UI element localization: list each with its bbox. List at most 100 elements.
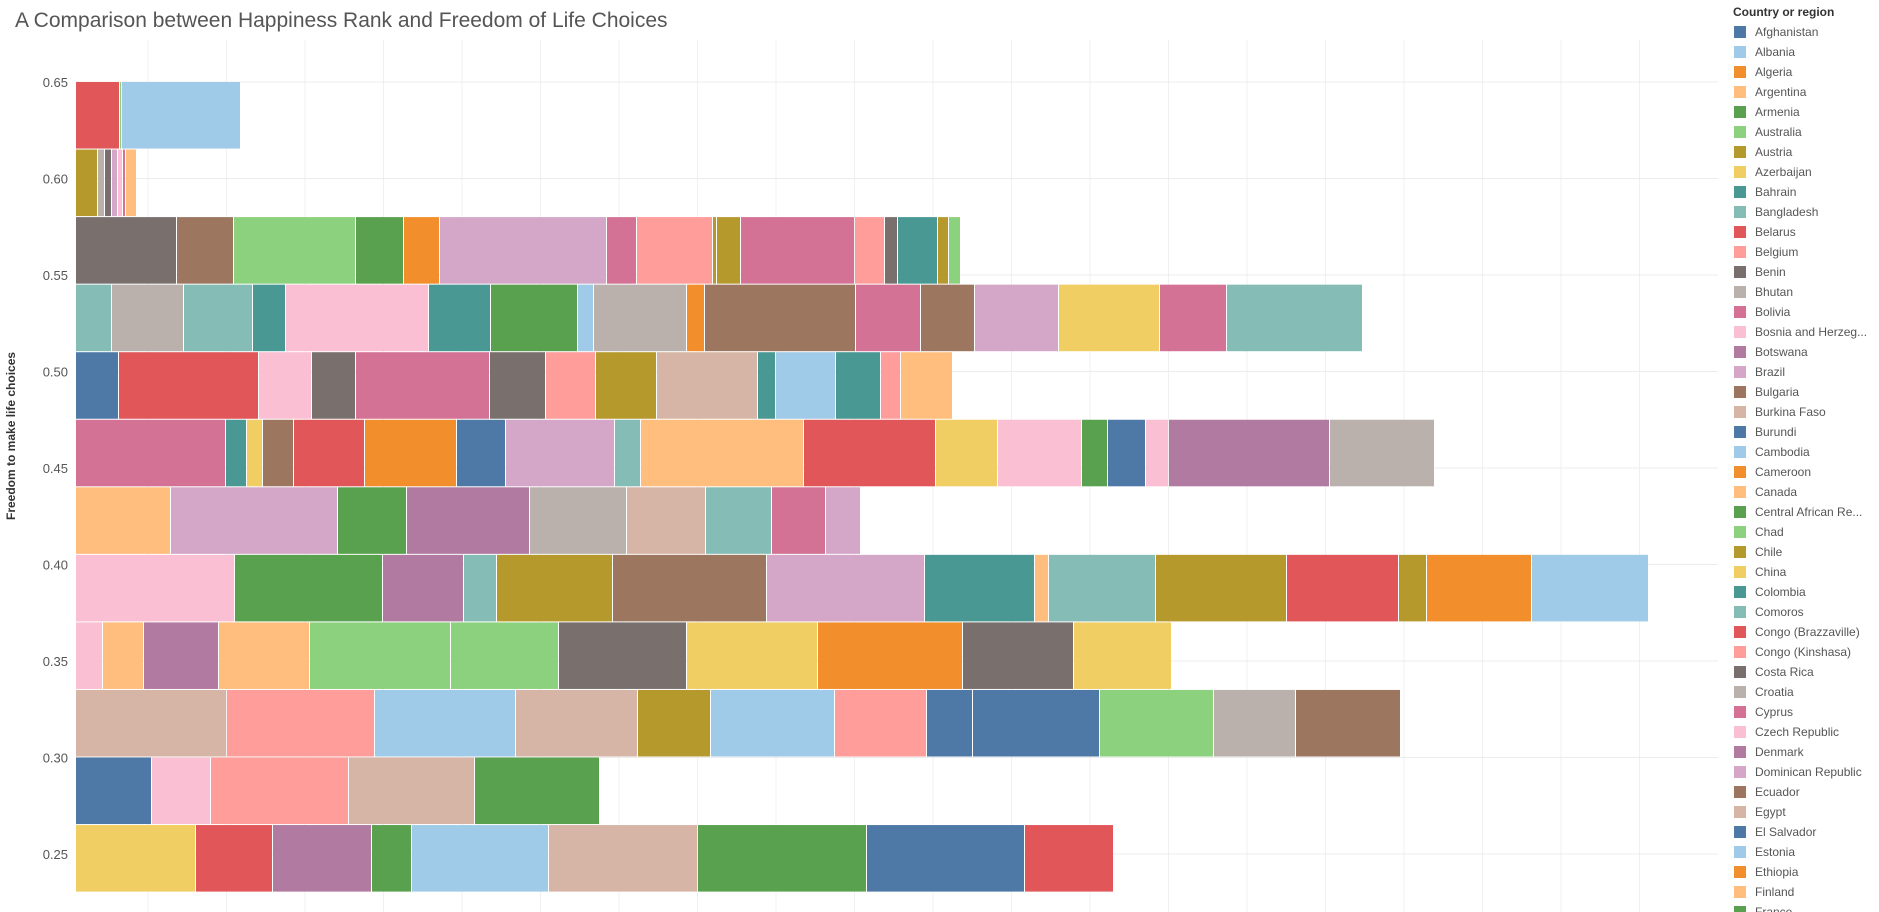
bar-segment[interactable]: [211, 757, 348, 825]
legend-item[interactable]: Canada: [1733, 482, 1879, 502]
legend-item[interactable]: Denmark: [1733, 742, 1879, 762]
bar-segment[interactable]: [885, 217, 897, 284]
bar-segment[interactable]: [76, 689, 226, 757]
bar-segment[interactable]: [698, 825, 866, 892]
bar-segment[interactable]: [767, 554, 924, 622]
bar-segment[interactable]: [855, 217, 884, 284]
bar-segment[interactable]: [516, 689, 637, 757]
bar-segment[interactable]: [1399, 554, 1426, 622]
legend-item[interactable]: Armenia: [1733, 102, 1879, 122]
legend-item[interactable]: Costa Rica: [1733, 662, 1879, 682]
bar-segment[interactable]: [76, 217, 176, 284]
legend-item[interactable]: El Salvador: [1733, 822, 1879, 842]
bar-segment[interactable]: [234, 217, 355, 284]
bar-segment[interactable]: [706, 487, 771, 554]
legend-item[interactable]: Australia: [1733, 122, 1879, 142]
legend-item[interactable]: Belarus: [1733, 222, 1879, 242]
bar-segment[interactable]: [286, 284, 428, 352]
bar-segment[interactable]: [881, 352, 900, 419]
bar-segment[interactable]: [772, 487, 825, 554]
bar-segment[interactable]: [497, 554, 612, 622]
bar-segment[interactable]: [1025, 825, 1113, 892]
bar-segment[interactable]: [1100, 689, 1213, 757]
bar-segment[interactable]: [122, 82, 240, 149]
bar-segment[interactable]: [973, 689, 1099, 757]
bar-segment[interactable]: [112, 149, 117, 217]
bar-segment[interactable]: [464, 554, 496, 622]
bar-segment[interactable]: [375, 689, 515, 757]
bar-segment[interactable]: [687, 284, 704, 352]
bar-segment[interactable]: [196, 825, 272, 892]
bar-segment[interactable]: [120, 82, 121, 149]
bar-segment[interactable]: [856, 284, 920, 352]
bar-segment[interactable]: [776, 352, 835, 419]
legend-item[interactable]: Cambodia: [1733, 442, 1879, 462]
bar-segment[interactable]: [741, 217, 854, 284]
bar-segment[interactable]: [372, 825, 411, 892]
bar-segment[interactable]: [235, 554, 382, 622]
bar-segment[interactable]: [227, 689, 374, 757]
bar-segment[interactable]: [294, 419, 364, 487]
bar-segment[interactable]: [457, 419, 505, 487]
bar-segment[interactable]: [1427, 554, 1531, 622]
bar-segment[interactable]: [310, 622, 450, 689]
legend-item[interactable]: Cyprus: [1733, 702, 1879, 722]
bar-segment[interactable]: [171, 487, 337, 554]
bar-segment[interactable]: [804, 419, 935, 487]
bar-segment[interactable]: [936, 419, 997, 487]
bar-segment[interactable]: [491, 284, 577, 352]
bar-segment[interactable]: [687, 622, 817, 689]
bar-segment[interactable]: [826, 487, 860, 554]
bar-segment[interactable]: [927, 689, 972, 757]
legend-item[interactable]: Chad: [1733, 522, 1879, 542]
legend-item[interactable]: Albania: [1733, 42, 1879, 62]
legend-item[interactable]: Cameroon: [1733, 462, 1879, 482]
bar-segment[interactable]: [184, 284, 252, 352]
bar-segment[interactable]: [546, 352, 595, 419]
legend-item[interactable]: Colombia: [1733, 582, 1879, 602]
bar-segment[interactable]: [76, 419, 225, 487]
legend-item[interactable]: Central African Re...: [1733, 502, 1879, 522]
bar-segment[interactable]: [76, 487, 170, 554]
legend-item[interactable]: Dominican Republic: [1733, 762, 1879, 782]
bar-segment[interactable]: [998, 419, 1081, 487]
legend-item[interactable]: Brazil: [1733, 362, 1879, 382]
bar-segment[interactable]: [607, 217, 636, 284]
legend-item[interactable]: Benin: [1733, 262, 1879, 282]
legend-item[interactable]: Congo (Brazzaville): [1733, 622, 1879, 642]
bar-segment[interactable]: [429, 284, 490, 352]
bar-segment[interactable]: [1082, 419, 1107, 487]
legend-item[interactable]: Bosnia and Herzeg...: [1733, 322, 1879, 342]
legend-item[interactable]: Austria: [1733, 142, 1879, 162]
bar-segment[interactable]: [119, 352, 258, 419]
bar-segment[interactable]: [1146, 419, 1168, 487]
bar-segment[interactable]: [312, 352, 355, 419]
bar-segment[interactable]: [177, 217, 233, 284]
bar-segment[interactable]: [144, 622, 218, 689]
bar-segment[interactable]: [263, 419, 293, 487]
bar-segment[interactable]: [963, 622, 1073, 689]
legend-item[interactable]: Chile: [1733, 542, 1879, 562]
bar-segment[interactable]: [259, 352, 311, 419]
bar-segment[interactable]: [1108, 419, 1145, 487]
bar-segment[interactable]: [247, 419, 262, 487]
bar-segment[interactable]: [549, 825, 697, 892]
bar-segment[interactable]: [867, 825, 1024, 892]
legend-item[interactable]: Congo (Kinshasa): [1733, 642, 1879, 662]
bar-segment[interactable]: [412, 825, 548, 892]
bar-segment[interactable]: [818, 622, 962, 689]
bar-segment[interactable]: [356, 352, 489, 419]
bar-segment[interactable]: [451, 622, 558, 689]
legend-item[interactable]: Bahrain: [1733, 182, 1879, 202]
bar-segment[interactable]: [123, 149, 125, 217]
bar-segment[interactable]: [226, 419, 246, 487]
bar-segment[interactable]: [490, 352, 545, 419]
bar-segment[interactable]: [638, 689, 710, 757]
bar-segment[interactable]: [103, 622, 143, 689]
bar-segment[interactable]: [383, 554, 463, 622]
bar-segment[interactable]: [949, 217, 960, 284]
bar-segment[interactable]: [705, 284, 855, 352]
bar-segment[interactable]: [98, 149, 104, 217]
legend-item[interactable]: Azerbaijan: [1733, 162, 1879, 182]
bar-segment[interactable]: [338, 487, 406, 554]
